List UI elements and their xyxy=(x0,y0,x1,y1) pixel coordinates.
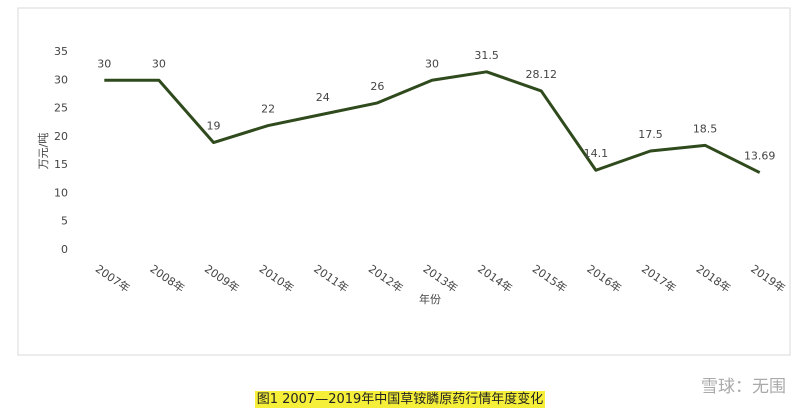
y-tick-label: 20 xyxy=(54,130,68,143)
x-tick-label: 2018年 xyxy=(694,261,734,295)
data-label: 30 xyxy=(97,57,111,70)
y-tick-label: 5 xyxy=(61,215,68,228)
y-axis-label: 万元/吨 xyxy=(37,133,50,170)
data-label: 18.5 xyxy=(693,122,718,135)
y-tick-label: 10 xyxy=(54,186,68,199)
data-label: 17.5 xyxy=(638,128,663,141)
chart-frame xyxy=(17,7,791,356)
x-tick-label: 2013年 xyxy=(421,261,461,295)
x-tick-label: 2009年 xyxy=(202,261,242,295)
x-tick-label: 2011年 xyxy=(311,261,351,295)
chart: 万元/吨 年份 0 5 10 15 20 25 30 35 2007年 2008年 2009年 201… xyxy=(17,7,791,356)
x-tick-label: 2016年 xyxy=(584,261,624,295)
line xyxy=(104,70,761,174)
x-axis-label: 年份 xyxy=(419,292,441,306)
caption-text: 图1 2007—2019年中国草铵膦原药行情年度变化 xyxy=(254,391,546,408)
x-tick-label: 2015年 xyxy=(530,261,570,295)
y-tick-label: 35 xyxy=(54,45,68,58)
x-tick-label: 2019年 xyxy=(748,261,788,295)
x-tick-label: 2008年 xyxy=(147,261,187,295)
data-label: 26 xyxy=(370,80,384,93)
data-label: 30 xyxy=(152,57,166,70)
data-label: 30 xyxy=(425,57,439,70)
data-label: 14.1 xyxy=(584,147,609,160)
x-tick-label: 2010年 xyxy=(257,261,297,295)
data-label: 28.12 xyxy=(525,68,557,81)
data-label: 19 xyxy=(207,120,221,133)
x-tick-label: 2017年 xyxy=(639,261,679,295)
x-tick-label: 2007年 xyxy=(93,261,133,295)
y-tick-label: 25 xyxy=(54,102,68,115)
data-label: 24 xyxy=(316,91,330,104)
x-tick-label: 2012年 xyxy=(366,261,406,295)
caption: 图1 2007—2019年中国草铵膦原药行情年度变化 xyxy=(0,388,800,408)
x-tick-label: 2014年 xyxy=(475,261,515,295)
data-label: 31.5 xyxy=(474,49,499,62)
y-tick-label: 15 xyxy=(54,158,68,171)
y-tick-label: 30 xyxy=(54,73,68,86)
data-label: 22 xyxy=(261,103,275,116)
watermark: 雪球：无围 xyxy=(701,377,786,397)
data-label: 13.69 xyxy=(744,150,776,163)
y-tick-label: 0 xyxy=(61,243,68,256)
